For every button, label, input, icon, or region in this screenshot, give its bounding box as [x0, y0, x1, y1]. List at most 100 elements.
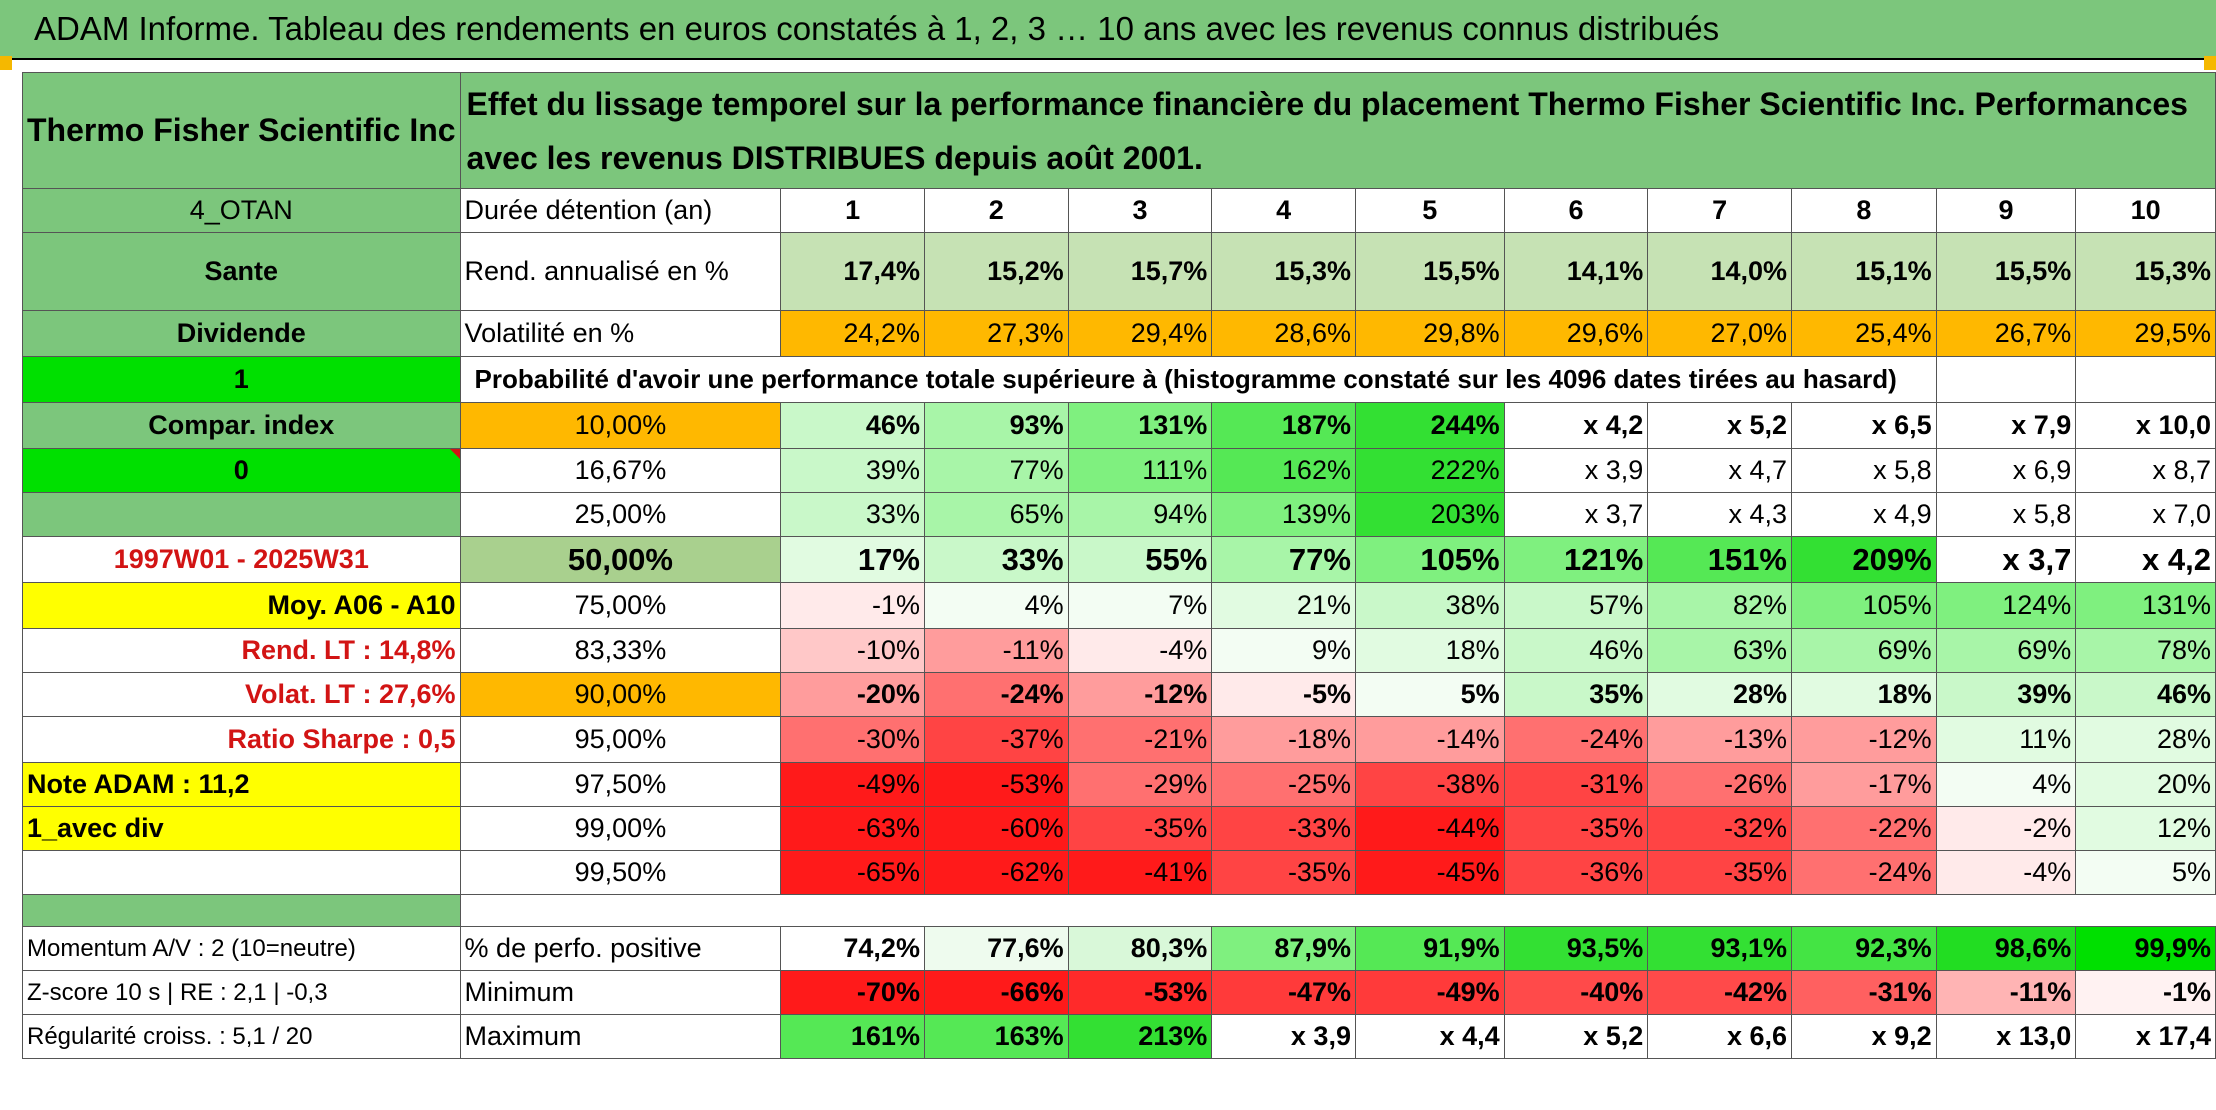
table-row: Momentum A/V : 2 (10=neutre)% de perfo. …	[22, 926, 2216, 971]
quantile-value: -62%	[923, 850, 1069, 895]
quantile-value: 4%	[923, 582, 1069, 629]
quantile-value: 77%	[923, 448, 1069, 493]
quantile-value: -21%	[1067, 716, 1213, 763]
table-row: Ratio Sharpe : 0,5 95,00% -30% -37% -21% -18%…	[22, 716, 2216, 763]
quantile-value: -25%	[1211, 762, 1356, 807]
quantile-value: 121%	[1503, 536, 1649, 583]
quantile-value: x 6,5	[1791, 402, 1937, 449]
rend-value: 15,2%	[923, 232, 1069, 311]
quantile-label: 83,33%	[459, 628, 782, 673]
quantile-value: 139%	[1211, 492, 1356, 537]
quantile-value: 4%	[1935, 762, 2077, 807]
quantile-value: -29%	[1067, 762, 1213, 807]
quantile-value: x 4,9	[1791, 492, 1937, 537]
quantile-value: 7%	[1067, 582, 1213, 629]
quantile-value: 57%	[1503, 582, 1649, 629]
quantile-label: 97,50%	[459, 762, 782, 807]
quantile-label: 99,50%	[459, 850, 782, 895]
rend-value: 14,1%	[1503, 232, 1649, 311]
quantile-value: 55%	[1067, 536, 1213, 583]
quantile-value: x 4,2	[2075, 536, 2216, 583]
max-value: x 9,2	[1791, 1014, 1937, 1059]
rend-value: 14,0%	[1647, 232, 1792, 311]
max-value: x 17,4	[2075, 1014, 2216, 1059]
vol-value: 28,6%	[1211, 310, 1356, 357]
quantile-value: -44%	[1354, 806, 1505, 851]
quantile-value: 94%	[1067, 492, 1213, 537]
quantile-value: -5%	[1211, 672, 1356, 717]
vol-label: Volatilité en %	[459, 310, 782, 357]
pos-value: 77,6%	[923, 926, 1069, 971]
quantile-value: -12%	[1067, 672, 1213, 717]
quantile-value: -13%	[1647, 716, 1792, 763]
year-header: 3	[1067, 188, 1213, 233]
vol-value: 29,8%	[1354, 310, 1505, 357]
pos-value: 93,5%	[1503, 926, 1649, 971]
quantile-value: -26%	[1647, 762, 1792, 807]
quantile-value: x 4,3	[1647, 492, 1792, 537]
quantile-value: -45%	[1354, 850, 1505, 895]
min-value: -47%	[1211, 970, 1356, 1015]
side-label: Volat. LT : 27,6%	[22, 672, 461, 717]
quantile-value: -24%	[923, 672, 1069, 717]
min-label: Minimum	[459, 970, 782, 1015]
quantile-value: -4%	[1067, 628, 1213, 673]
quantile-value: -24%	[1791, 850, 1937, 895]
quantile-value: 18%	[1354, 628, 1505, 673]
rend-value: 15,1%	[1791, 232, 1937, 311]
table-row: Thermo Fisher Scientific Inc Effet du lis…	[22, 72, 2216, 189]
quantile-value: -11%	[923, 628, 1069, 673]
quantile-value: 131%	[2075, 582, 2216, 629]
table-row: 1997W01 - 2025W31 50,00% 17% 33% 55% 77% 105% 1…	[22, 536, 2216, 583]
quantile-value: 46%	[780, 402, 925, 449]
quantile-value: x 3,7	[1935, 536, 2077, 583]
year-header: 8	[1791, 188, 1937, 233]
quantile-label: 90,00%	[459, 672, 782, 717]
min-value: -31%	[1791, 970, 1937, 1015]
max-value: 161%	[780, 1014, 925, 1059]
pos-value: 98,6%	[1935, 926, 2077, 971]
quantile-value: 105%	[1354, 536, 1505, 583]
quantile-label: 25,00%	[459, 492, 782, 537]
table-row: Compar. index 10,00% 46% 93% 131% 187% 244% x 4…	[22, 402, 2216, 449]
description: Effet du lissage temporel sur la perform…	[459, 72, 2216, 189]
table-row: Sante Rend. annualisé en % 17,4% 15,2% 15,7%…	[22, 232, 2216, 311]
quantile-value: -36%	[1503, 850, 1649, 895]
vol-value: 27,3%	[923, 310, 1069, 357]
quantile-value: -33%	[1211, 806, 1356, 851]
quantile-value: -35%	[1647, 850, 1792, 895]
quantile-value: 38%	[1354, 582, 1505, 629]
quantile-value: -1%	[780, 582, 925, 629]
rend-value: 15,7%	[1067, 232, 1213, 311]
quantile-value: -30%	[780, 716, 925, 763]
quantile-label: 75,00%	[459, 582, 782, 629]
quantile-value: -10%	[780, 628, 925, 673]
quantile-value: x 10,0	[2075, 402, 2216, 449]
quantile-value: -22%	[1791, 806, 1937, 851]
pos-label: % de perfo. positive	[459, 926, 782, 971]
fund-name: Thermo Fisher Scientific Inc	[22, 72, 461, 189]
regularite: Régularité croiss. : 5,1 / 20	[22, 1014, 461, 1059]
table-row: 25,00% 33% 65% 94% 139% 203% x 3,7 x 4,3 x 4,9 x …	[22, 492, 2216, 537]
side-label: 0	[22, 448, 461, 493]
year-header: 9	[1935, 188, 2077, 233]
side-label: Rend. LT : 14,8%	[22, 628, 461, 673]
quantile-value: 203%	[1354, 492, 1505, 537]
quantile-label: 16,67%	[459, 448, 782, 493]
pos-value: 80,3%	[1067, 926, 1213, 971]
pos-value: 99,9%	[2075, 926, 2216, 971]
quantile-value: x 3,9	[1503, 448, 1649, 493]
table-row: 99,50% -65% -62% -41% -35% -45% -36% -35% -24% -4…	[22, 850, 2216, 895]
quantile-value: -63%	[780, 806, 925, 851]
quantile-value: 28%	[2075, 716, 2216, 763]
quantile-value: 82%	[1647, 582, 1792, 629]
vol-value: 25,4%	[1791, 310, 1937, 357]
table-row: 0 16,67% 39% 77% 111% 162% 222% x 3,9 x 4,7 x 5,8…	[22, 448, 2216, 493]
quantile-value: 187%	[1211, 402, 1356, 449]
quantile-value: 78%	[2075, 628, 2216, 673]
year-header: 4	[1211, 188, 1356, 233]
quantile-value: x 5,8	[1935, 492, 2077, 537]
quantile-value: x 7,0	[2075, 492, 2216, 537]
quantile-value: 105%	[1791, 582, 1937, 629]
quantile-value: -35%	[1503, 806, 1649, 851]
